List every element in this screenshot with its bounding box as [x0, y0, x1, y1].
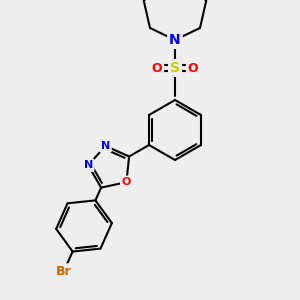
Text: S: S — [170, 61, 180, 75]
Text: N: N — [83, 160, 93, 170]
Text: O: O — [122, 177, 131, 187]
Text: Br: Br — [56, 265, 71, 278]
Text: N: N — [169, 33, 181, 47]
Text: O: O — [152, 61, 162, 74]
Text: O: O — [188, 61, 198, 74]
Text: N: N — [101, 141, 110, 151]
